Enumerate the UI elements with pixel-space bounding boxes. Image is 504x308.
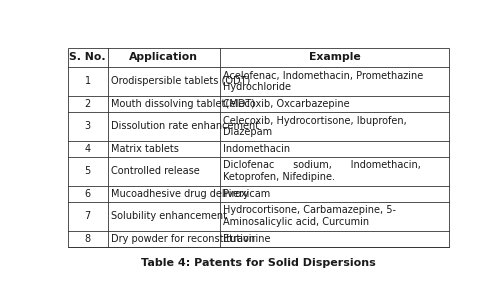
Text: 2: 2 <box>85 99 91 109</box>
Text: 4: 4 <box>85 144 91 154</box>
Text: Diclofenac      sodium,      Indomethacin,
Ketoprofen, Nifedipine.: Diclofenac sodium, Indomethacin, Ketopro… <box>223 160 421 182</box>
Text: Matrix tablets: Matrix tablets <box>111 144 179 154</box>
Text: Mouth dissolving tablet(MDT): Mouth dissolving tablet(MDT) <box>111 99 255 109</box>
Text: Indomethacin: Indomethacin <box>223 144 290 154</box>
Text: Orodispersible tablets (ODT): Orodispersible tablets (ODT) <box>111 76 250 86</box>
Text: Example: Example <box>308 52 360 62</box>
Text: 1: 1 <box>85 76 91 86</box>
Text: Table 4: Patents for Solid Dispersions: Table 4: Patents for Solid Dispersions <box>141 258 375 269</box>
Text: Acelofenac, Indomethacin, Promethazine
Hydrochloride: Acelofenac, Indomethacin, Promethazine H… <box>223 71 423 92</box>
Text: Celecoxib, Oxcarbazepine: Celecoxib, Oxcarbazepine <box>223 99 350 109</box>
Text: Dry powder for reconstitution: Dry powder for reconstitution <box>111 234 255 244</box>
Text: Piroxicam: Piroxicam <box>223 189 271 199</box>
Text: Etravirine: Etravirine <box>223 234 271 244</box>
Bar <box>68 48 449 247</box>
Text: Application: Application <box>130 52 199 62</box>
Text: 7: 7 <box>85 211 91 221</box>
Text: 6: 6 <box>85 189 91 199</box>
Text: S. No.: S. No. <box>70 52 106 62</box>
Text: Controlled release: Controlled release <box>111 166 200 176</box>
Text: 3: 3 <box>85 121 91 131</box>
Text: Celecoxib, Hydrocortisone, Ibuprofen,
Diazepam: Celecoxib, Hydrocortisone, Ibuprofen, Di… <box>223 116 407 137</box>
Text: Hydrocortisone, Carbamazepine, 5-
Aminosalicylic acid, Curcumin: Hydrocortisone, Carbamazepine, 5- Aminos… <box>223 205 396 227</box>
Text: 8: 8 <box>85 234 91 244</box>
Text: Dissolution rate enhancement: Dissolution rate enhancement <box>111 121 259 131</box>
Text: Solubility enhancement: Solubility enhancement <box>111 211 227 221</box>
Text: 5: 5 <box>85 166 91 176</box>
Text: Mucoadhesive drug delivery: Mucoadhesive drug delivery <box>111 189 248 199</box>
